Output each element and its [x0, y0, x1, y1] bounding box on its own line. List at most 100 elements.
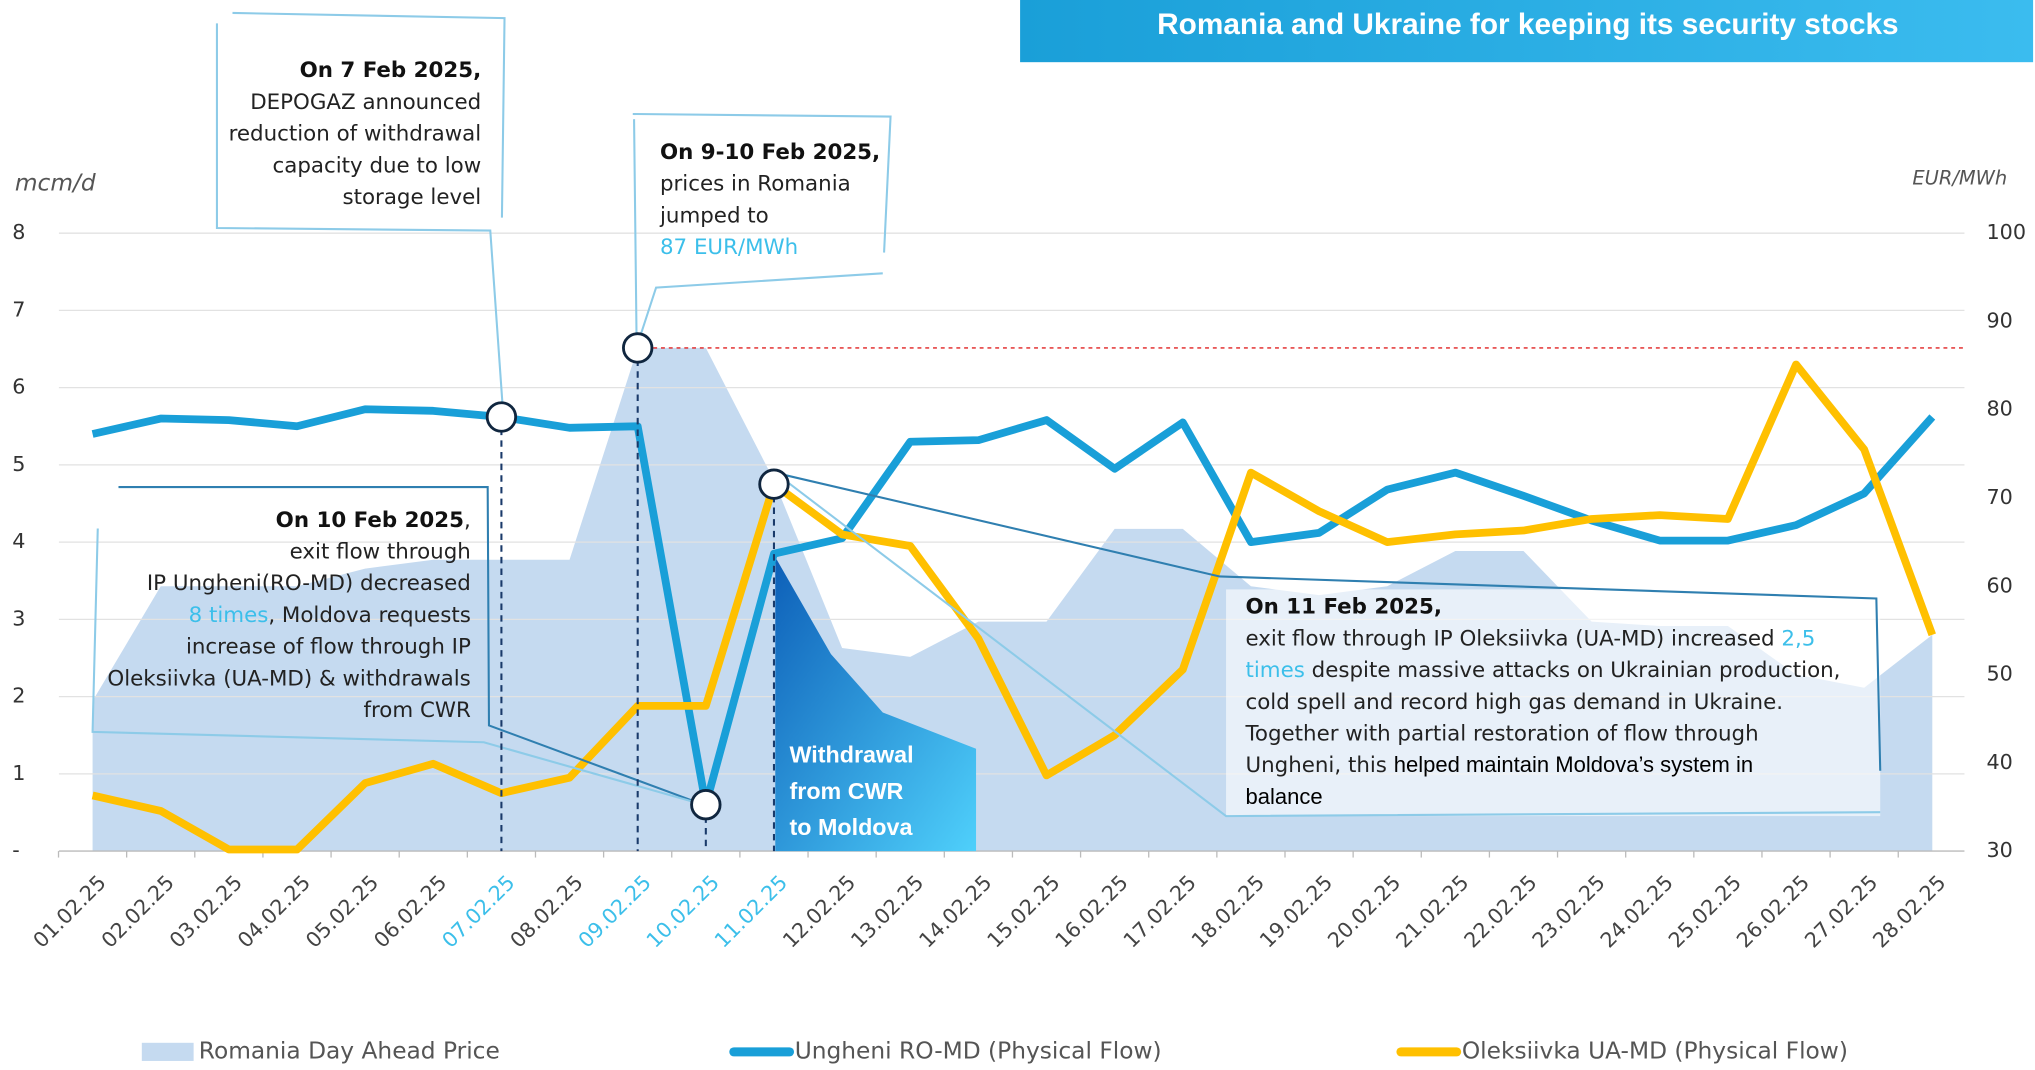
annotation-text: On 9-10 Feb 2025,	[660, 140, 880, 165]
legend-label: Oleksiivka UA-MD (Physical Flow)	[1462, 1037, 1848, 1064]
annotation-text: 8 times	[189, 603, 269, 628]
annotation-line: from CWR	[790, 778, 904, 804]
annotation-line: 8 times, Moldova requests	[189, 603, 471, 628]
annotation-text: times	[1245, 658, 1304, 683]
annotation-line: On 7 Feb 2025,	[300, 58, 482, 83]
y2-tick-label: 80	[1986, 397, 2012, 421]
x-tick-label: 04.02.25	[233, 870, 315, 952]
legend-label: Romania Day Ahead Price	[199, 1037, 500, 1064]
annotation-text: Withdrawal	[790, 742, 914, 768]
annotation-line: prices in Romania	[660, 172, 851, 197]
annotation-text: from CWR	[363, 698, 471, 723]
x-tick-label: 01.02.25	[29, 870, 111, 952]
x-tick-label: 11.02.25	[710, 870, 792, 952]
annotation-line: DEPOGAZ announced	[250, 90, 481, 115]
callout-frame	[232, 11, 506, 218]
y2-tick-label: 90	[1986, 308, 2012, 332]
y2-tick-label: 50	[1986, 662, 2012, 686]
x-tick-label: 22.02.25	[1459, 870, 1541, 952]
annotation-line: balance	[1245, 784, 1322, 809]
annotation-text: On 10 Feb 2025	[276, 508, 464, 533]
y-tick-label: 6	[12, 375, 25, 399]
callout-frame	[775, 471, 1882, 771]
annotation-line: storage level	[342, 185, 481, 210]
x-tick-label: 25.02.25	[1664, 870, 1746, 952]
y-tick-label: 3	[12, 606, 25, 630]
x-tick-label: 07.02.25	[437, 870, 519, 952]
y-tick-label: 4	[12, 529, 25, 553]
callout-box	[1226, 589, 1881, 817]
x-tick-label: 27.02.25	[1800, 870, 1882, 952]
x-tick-label: 03.02.25	[165, 870, 247, 952]
annotation-text: DEPOGAZ announced	[250, 90, 481, 115]
annotation-line: exit flow through	[290, 539, 471, 564]
annotation-text: Ungheni, this	[1245, 753, 1393, 778]
annotation-text: exit flow through	[290, 539, 471, 564]
x-tick-label: 16.02.25	[1051, 870, 1133, 952]
title-banner	[1020, 0, 2034, 63]
y-axis-label: mcm/d	[15, 169, 96, 196]
annotation-line: IP Ungheni(RO-MD) decreased	[147, 571, 471, 596]
annotation-line: Ungheni, this helped maintain Moldova’s …	[1245, 752, 1753, 778]
annotation-text: Oleksiivka (UA-MD) & withdrawals	[107, 666, 470, 691]
x-tick-label: 28.02.25	[1868, 870, 1950, 952]
annotation-text: storage level	[342, 185, 481, 210]
annotation-text: 2,5	[1781, 626, 1815, 651]
y-tick-label: 1	[12, 761, 25, 785]
top-layer: - 1 2 3 4 5 6 7 8 30 40 50 60 70 80 90 100 01.02.2502.02.…	[12, 58, 2026, 1064]
callout-frame	[633, 119, 883, 348]
annotation-text: prices in Romania	[660, 172, 851, 197]
x-tick-label: 19.02.25	[1255, 870, 1337, 952]
marker	[690, 789, 722, 821]
chart-title: Romania and Ukraine for keeping its secu…	[1157, 8, 1898, 41]
annotation-text: reduction of withdrawal	[229, 122, 482, 147]
annotation-line: increase of flow through IP	[186, 635, 471, 660]
annotation-text: On 11 Feb 2025,	[1245, 595, 1441, 620]
annotation-text: On 7 Feb 2025,	[300, 58, 482, 83]
annotation-line: capacity due to low	[273, 153, 482, 178]
annotation-line: from CWR	[363, 698, 471, 723]
marker	[758, 468, 790, 500]
x-tick-label: 05.02.25	[301, 870, 383, 952]
y2-axis-label: EUR/MWh	[1912, 166, 2007, 189]
x-tick-label: 17.02.25	[1119, 870, 1201, 952]
flow-line	[91, 405, 1936, 809]
flow-line	[91, 360, 1936, 854]
annotation-text: despite massive attacks on Ukrainian pro…	[1305, 658, 1841, 683]
annotation-text: from CWR	[790, 778, 904, 804]
annotation-text: ,	[464, 508, 471, 533]
x-tick-label: 21.02.25	[1391, 870, 1473, 952]
callout-frame	[118, 486, 704, 806]
x-tick-label: 13.02.25	[846, 870, 928, 952]
y2-tick-label: 40	[1986, 750, 2012, 774]
x-tick-label: 10.02.25	[642, 870, 724, 952]
callout-frame	[632, 112, 892, 253]
y2-tick-label: 60	[1986, 573, 2012, 597]
annotation-text: to Moldova	[790, 814, 914, 840]
y2-tick-label: 30	[1986, 838, 2012, 862]
annotation-line: jumped to	[659, 203, 769, 228]
marker	[622, 332, 654, 364]
annotation-text: cold spell and record high gas demand in…	[1245, 690, 1783, 715]
annotation-line: On 10 Feb 2025,	[276, 508, 471, 533]
x-tick-label: 20.02.25	[1323, 870, 1405, 952]
x-tick-label: 24.02.25	[1596, 870, 1678, 952]
x-tick-label: 26.02.25	[1732, 870, 1814, 952]
annotation-text: Together with partial restoration of flo…	[1244, 721, 1758, 746]
legend-swatch	[141, 1042, 194, 1061]
callout-frame	[215, 23, 505, 415]
annotation-line: reduction of withdrawal	[229, 122, 482, 147]
y-tick-label: 5	[12, 452, 25, 476]
annotation-line: Oleksiivka (UA-MD) & withdrawals	[107, 666, 470, 691]
x-tick-label: 02.02.25	[97, 870, 179, 952]
y-tick-label: 7	[12, 297, 25, 321]
x-tick-label: 12.02.25	[778, 870, 860, 952]
callout-frame	[774, 471, 1881, 818]
legend-label: Ungheni RO-MD (Physical Flow)	[795, 1037, 1162, 1064]
annotation-text: increase of flow through IP	[186, 635, 471, 660]
annotation-line: 87 EUR/MWh	[660, 235, 798, 260]
annotation-text: helped maintain Moldova’s system in	[1394, 752, 1753, 777]
annotation-line: On 9-10 Feb 2025,	[660, 140, 880, 165]
annotation-line: cold spell and record high gas demand in…	[1245, 690, 1783, 715]
